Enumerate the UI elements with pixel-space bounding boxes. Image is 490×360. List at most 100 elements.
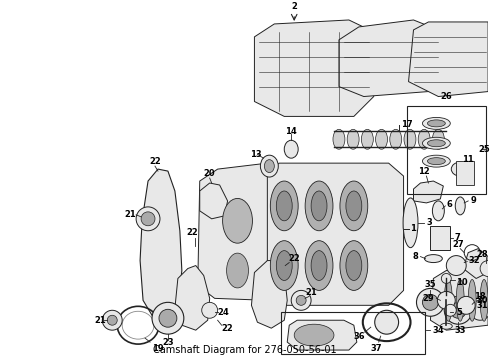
Text: 23: 23 bbox=[162, 338, 174, 347]
Ellipse shape bbox=[362, 129, 373, 149]
Text: 14: 14 bbox=[285, 127, 297, 136]
Ellipse shape bbox=[276, 191, 292, 221]
Text: 28: 28 bbox=[476, 250, 488, 259]
Text: 5: 5 bbox=[456, 308, 462, 317]
Polygon shape bbox=[251, 261, 287, 328]
Text: 30: 30 bbox=[476, 296, 488, 305]
Text: 22: 22 bbox=[288, 254, 300, 263]
Ellipse shape bbox=[260, 155, 278, 177]
Text: 20: 20 bbox=[204, 168, 216, 177]
Bar bbox=[430, 226, 450, 249]
Polygon shape bbox=[200, 183, 227, 219]
Circle shape bbox=[159, 309, 177, 327]
Text: 6: 6 bbox=[446, 201, 452, 210]
Ellipse shape bbox=[418, 129, 430, 149]
Polygon shape bbox=[430, 269, 488, 330]
Text: 31: 31 bbox=[476, 301, 488, 310]
Ellipse shape bbox=[222, 198, 252, 243]
Ellipse shape bbox=[432, 201, 444, 221]
Circle shape bbox=[375, 310, 398, 334]
Ellipse shape bbox=[340, 241, 368, 291]
Ellipse shape bbox=[226, 253, 248, 288]
Text: 24: 24 bbox=[218, 308, 229, 317]
Ellipse shape bbox=[456, 279, 464, 321]
Text: 2: 2 bbox=[291, 2, 297, 11]
Ellipse shape bbox=[305, 241, 333, 291]
Text: 17: 17 bbox=[401, 120, 413, 129]
Text: 1: 1 bbox=[411, 224, 416, 233]
Ellipse shape bbox=[424, 255, 442, 262]
Polygon shape bbox=[254, 163, 404, 305]
Ellipse shape bbox=[270, 181, 298, 231]
Ellipse shape bbox=[311, 191, 327, 221]
Circle shape bbox=[450, 302, 466, 318]
Circle shape bbox=[141, 212, 155, 226]
Text: Camshaft Diagram for 276-050-56-01: Camshaft Diagram for 276-050-56-01 bbox=[153, 345, 336, 355]
Circle shape bbox=[296, 295, 306, 305]
Text: 35: 35 bbox=[425, 280, 436, 289]
Circle shape bbox=[422, 294, 439, 310]
Ellipse shape bbox=[422, 117, 450, 129]
Text: 22: 22 bbox=[186, 228, 197, 237]
Circle shape bbox=[107, 315, 117, 325]
Ellipse shape bbox=[340, 181, 368, 231]
Circle shape bbox=[438, 291, 455, 309]
Text: 3: 3 bbox=[426, 218, 432, 227]
Ellipse shape bbox=[427, 140, 445, 147]
Circle shape bbox=[102, 310, 122, 330]
Ellipse shape bbox=[427, 158, 445, 165]
Text: 11: 11 bbox=[462, 155, 474, 164]
Ellipse shape bbox=[265, 159, 274, 172]
Circle shape bbox=[441, 274, 451, 283]
Ellipse shape bbox=[422, 137, 450, 149]
Ellipse shape bbox=[432, 129, 444, 149]
Text: 22: 22 bbox=[149, 157, 161, 166]
Ellipse shape bbox=[311, 251, 327, 280]
Ellipse shape bbox=[284, 140, 298, 158]
Ellipse shape bbox=[444, 279, 452, 321]
Text: 32: 32 bbox=[468, 256, 480, 265]
Ellipse shape bbox=[346, 251, 362, 280]
Ellipse shape bbox=[404, 129, 416, 149]
Circle shape bbox=[202, 302, 218, 318]
Polygon shape bbox=[463, 249, 488, 279]
Polygon shape bbox=[254, 20, 374, 116]
Text: 12: 12 bbox=[417, 167, 429, 176]
Text: 26: 26 bbox=[441, 93, 452, 102]
Text: 8: 8 bbox=[413, 252, 418, 261]
Ellipse shape bbox=[480, 279, 488, 321]
Text: 22: 22 bbox=[221, 324, 233, 333]
Ellipse shape bbox=[390, 129, 402, 149]
Ellipse shape bbox=[347, 129, 359, 149]
Ellipse shape bbox=[403, 198, 418, 248]
Polygon shape bbox=[140, 169, 182, 322]
Text: 10: 10 bbox=[456, 278, 468, 287]
Ellipse shape bbox=[270, 241, 298, 291]
Text: 21: 21 bbox=[95, 316, 106, 325]
Text: 18: 18 bbox=[474, 292, 486, 301]
Text: 21: 21 bbox=[305, 288, 317, 297]
Ellipse shape bbox=[468, 279, 476, 321]
Text: 36: 36 bbox=[353, 332, 365, 341]
Circle shape bbox=[444, 304, 456, 316]
Ellipse shape bbox=[427, 120, 445, 127]
Polygon shape bbox=[198, 163, 268, 300]
Bar bbox=[407, 107, 486, 194]
Text: 33: 33 bbox=[455, 326, 466, 335]
Circle shape bbox=[416, 288, 444, 316]
Polygon shape bbox=[175, 266, 210, 330]
Circle shape bbox=[136, 207, 160, 231]
Polygon shape bbox=[287, 320, 357, 350]
Ellipse shape bbox=[451, 162, 469, 176]
Text: 29: 29 bbox=[423, 294, 434, 303]
Text: 21: 21 bbox=[124, 210, 136, 219]
Text: 19: 19 bbox=[152, 343, 164, 352]
Text: 7: 7 bbox=[454, 233, 460, 242]
Text: 34: 34 bbox=[432, 326, 444, 335]
Text: 13: 13 bbox=[249, 150, 261, 159]
Ellipse shape bbox=[455, 197, 465, 215]
Bar bbox=[281, 312, 425, 354]
Ellipse shape bbox=[305, 181, 333, 231]
Circle shape bbox=[470, 300, 490, 320]
Circle shape bbox=[480, 261, 490, 276]
